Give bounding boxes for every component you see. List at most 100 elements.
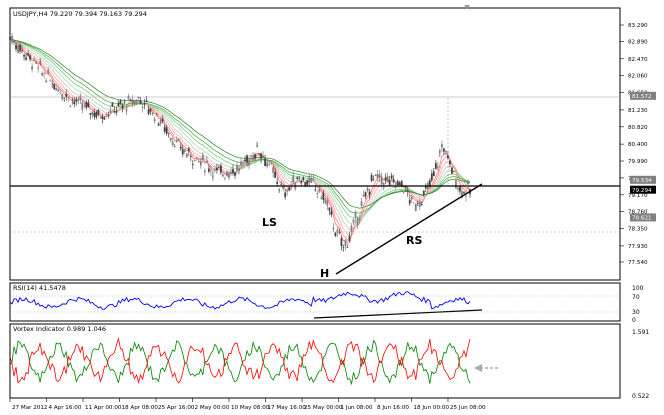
- candle-body: [457, 187, 459, 190]
- candle-body: [226, 171, 228, 177]
- ema-line: [9, 39, 471, 231]
- candle-body: [137, 96, 140, 99]
- candle-body: [296, 177, 299, 179]
- candle-body: [224, 177, 226, 179]
- candle-body: [197, 161, 200, 163]
- time-tick-label: 25 Jun 08:00: [450, 405, 486, 411]
- candle-body: [67, 97, 70, 98]
- candle-body: [167, 133, 170, 135]
- ema-line: [9, 39, 471, 214]
- candle-body: [372, 179, 375, 180]
- candle-body: [459, 186, 461, 192]
- candle-body: [93, 113, 96, 117]
- candle-body: [258, 153, 260, 155]
- candle-body: [127, 95, 130, 100]
- vortex-arrow-head-icon: [474, 364, 482, 372]
- candle-body: [222, 174, 224, 177]
- candle-body: [256, 145, 258, 147]
- price-tick-label: 81.230: [628, 108, 648, 114]
- candle-body: [330, 211, 333, 215]
- candle-body: [386, 176, 389, 182]
- candle-body: [298, 178, 301, 180]
- price-tick-label: 82.890: [628, 39, 648, 45]
- left-shoulder-label: LS: [262, 216, 277, 229]
- candle-body: [342, 247, 345, 248]
- candle-body: [153, 119, 156, 122]
- candle-body: [374, 174, 377, 177]
- price-tick-label: 82.470: [628, 57, 648, 63]
- candle-body: [47, 69, 50, 74]
- candle-body: [276, 181, 279, 184]
- price-axis: 83.29082.89082.47082.06081.65081.23080.8…: [620, 23, 656, 266]
- candle-body: [37, 67, 40, 69]
- candle-body: [43, 73, 46, 74]
- candle-body: [398, 182, 401, 185]
- candle-body: [366, 188, 369, 191]
- rsi-trendline[interactable]: [313, 309, 483, 319]
- candle-body: [388, 180, 391, 185]
- candle-body: [187, 148, 190, 152]
- candle-body: [442, 148, 445, 152]
- candle-body: [254, 154, 256, 159]
- candle-body: [467, 182, 469, 185]
- candle-body: [209, 170, 212, 172]
- candle-body: [463, 192, 465, 194]
- candle-body: [390, 175, 393, 179]
- candle-body: [262, 155, 265, 158]
- candle-body: [428, 180, 431, 186]
- candle-body: [131, 99, 134, 105]
- candle-body: [103, 118, 106, 120]
- candle-body: [304, 182, 307, 187]
- candle-body: [455, 180, 457, 188]
- candle-body: [218, 167, 220, 168]
- candle-body: [410, 196, 413, 200]
- candle-body: [91, 112, 94, 115]
- candle-body: [55, 87, 58, 91]
- candle-body: [451, 167, 453, 174]
- price-tick-label: 83.290: [628, 23, 648, 29]
- main-price-panel[interactable]: [9, 7, 621, 281]
- vortex-panel[interactable]: [9, 323, 621, 399]
- candle-body: [232, 168, 234, 173]
- candle-body: [380, 176, 383, 184]
- candle-body: [434, 163, 437, 169]
- rsi-line: [9, 291, 471, 310]
- candle-body: [207, 168, 210, 172]
- candle-body: [300, 180, 303, 184]
- chart-shift-marker-icon[interactable]: [464, 5, 470, 9]
- candle-body: [15, 44, 17, 50]
- candle-body: [63, 97, 66, 99]
- candle-body: [396, 180, 399, 186]
- candle-body: [344, 239, 347, 247]
- price-tick-label: 77.930: [628, 244, 648, 250]
- candle-body: [213, 168, 216, 171]
- rsi-tick-70: 70: [632, 294, 640, 301]
- candle-body: [95, 111, 98, 118]
- candle-body: [109, 110, 112, 113]
- candle-body: [29, 55, 31, 60]
- candle-body: [61, 93, 64, 100]
- candle-body: [107, 115, 110, 117]
- candle-body: [288, 187, 291, 191]
- candle-body: [350, 225, 353, 232]
- candle-body: [199, 161, 202, 166]
- candle-body: [316, 192, 319, 195]
- candle-body: [45, 80, 48, 83]
- price-tick-label: 79.990: [628, 159, 648, 165]
- ema-line: [9, 39, 471, 218]
- price-tick-label: 82.060: [628, 74, 648, 80]
- candle-body: [145, 100, 148, 103]
- candle-body: [147, 109, 150, 114]
- candle-body: [362, 194, 365, 197]
- candle-body: [246, 155, 248, 163]
- candle-body: [89, 113, 92, 115]
- candle-body: [336, 229, 339, 233]
- candle-body: [21, 50, 23, 52]
- candle-body: [332, 227, 335, 230]
- candle-body: [422, 190, 425, 195]
- candle-body: [49, 80, 52, 82]
- candle-body: [79, 96, 82, 100]
- candle-body: [394, 186, 397, 188]
- rising-neckline-trendline[interactable]: [335, 183, 483, 275]
